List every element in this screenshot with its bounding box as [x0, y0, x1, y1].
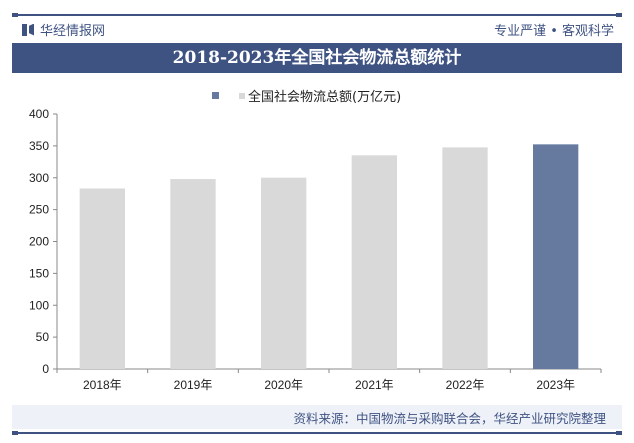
legend-label: 全国社会物流总额(万亿元): [248, 90, 402, 105]
brand: 华经情报网: [22, 20, 105, 39]
y-tick-label: 400: [29, 107, 49, 121]
legend: 全国社会物流总额(万亿元): [212, 86, 401, 105]
top-divider: [12, 13, 622, 17]
bar-2020年: [261, 177, 307, 369]
bar-2019年: [170, 179, 216, 369]
y-tick-label: 300: [29, 171, 49, 185]
bar-2021年: [351, 155, 397, 369]
y-tick-label: 250: [29, 203, 49, 217]
slogan: 专业严谨 • 客观科学: [494, 24, 614, 39]
source-note: 资料来源：中国物流与采购联合会，华经产业研究院整理: [293, 411, 606, 426]
x-tick-label: 2023年: [536, 378, 575, 392]
x-tick-label: 2018年: [83, 378, 122, 392]
legend-swatch-secondary: [239, 92, 245, 99]
x-tick-label: 2021年: [355, 378, 394, 392]
x-tick-label: 2019年: [174, 378, 213, 392]
chart-title: 2018-2023年全国社会物流总额统计: [12, 43, 622, 73]
bottom-divider: [12, 431, 622, 435]
y-tick-label: 100: [29, 298, 49, 312]
bar-2023年: [533, 144, 579, 369]
y-tick-label: 200: [29, 235, 49, 249]
brand-logo-icon: [22, 23, 34, 36]
y-tick-label: 0: [42, 362, 49, 376]
x-tick-label: 2022年: [446, 378, 485, 392]
bar-2018年: [79, 188, 125, 369]
legend-swatch: [212, 92, 219, 99]
footer-band: 资料来源：中国物流与采购联合会，华经产业研究院整理: [12, 405, 622, 429]
brand-name: 华经情报网: [40, 24, 106, 39]
bar-2022年: [442, 147, 488, 369]
y-tick-label: 50: [36, 330, 50, 344]
x-tick-label: 2020年: [264, 378, 303, 392]
y-tick-label: 150: [29, 266, 49, 280]
y-tick-label: 350: [29, 139, 49, 153]
